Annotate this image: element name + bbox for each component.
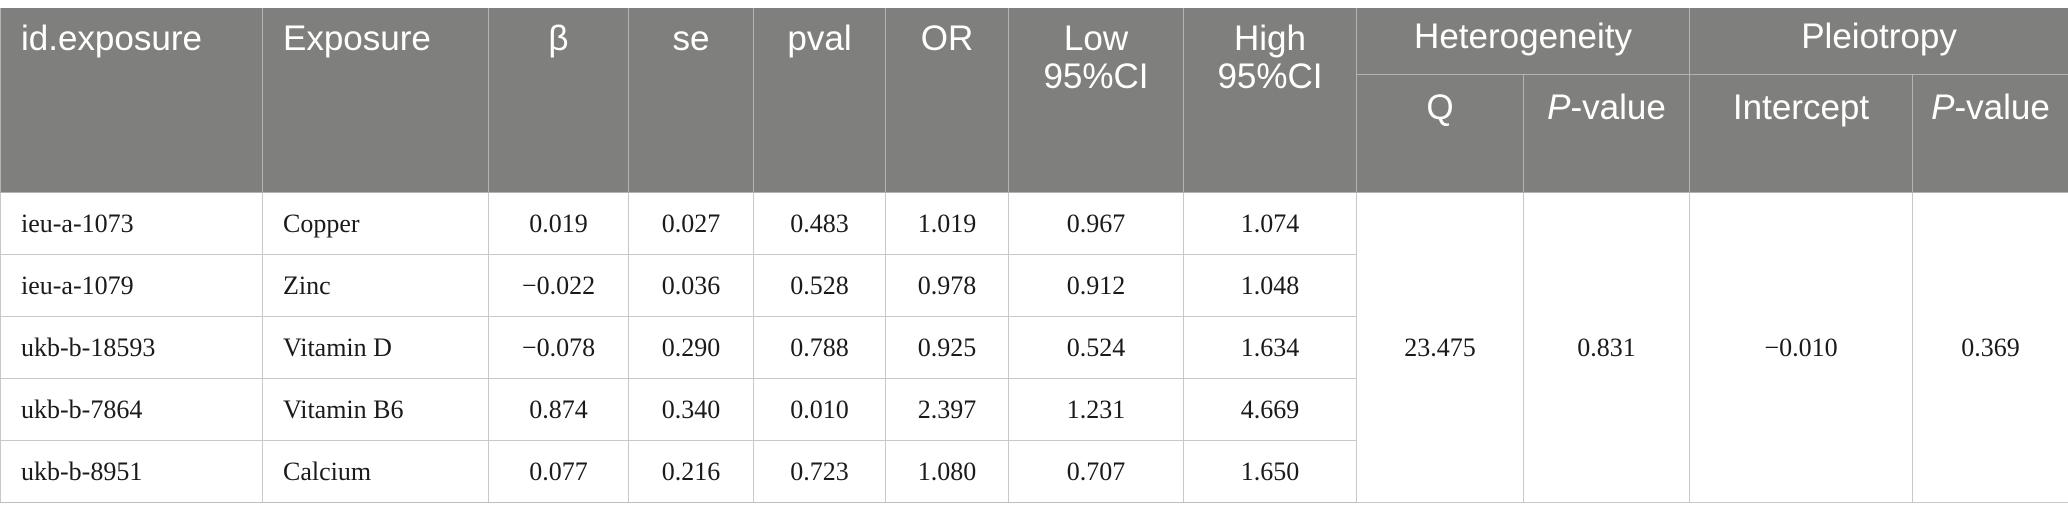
cell-or: 1.019 (885, 192, 1009, 255)
cell-pval: 0.483 (753, 192, 886, 255)
cell-beta: −0.078 (488, 316, 629, 379)
cell-beta: 0.019 (488, 192, 629, 255)
header-pleio-p-rest: -value (1954, 88, 2050, 127)
cell-id: ukb-b-7864 (0, 378, 263, 441)
mr-results-table: id.exposure Exposure β se pval OR Low 95… (0, 8, 2068, 503)
cell-high-ci: 1.048 (1183, 254, 1357, 317)
cell-pleio-intercept: −0.010 (1689, 192, 1914, 503)
header-pleio-p-italic: P (1931, 88, 1955, 127)
table-header: id.exposure Exposure β se pval OR Low 95… (0, 8, 2068, 193)
cell-id: ieu-a-1073 (0, 192, 263, 255)
cell-exposure: Calcium (262, 440, 489, 503)
header-se: se (628, 8, 754, 193)
cell-pval: 0.723 (753, 440, 886, 503)
table-row: ieu-a-1073 Copper 0.019 0.027 0.483 1.01… (0, 192, 2068, 503)
header-beta: β (488, 8, 629, 193)
header-exposure: Exposure (262, 8, 489, 193)
header-het-p-italic: P (1547, 88, 1571, 127)
cell-high-ci: 4.669 (1183, 378, 1357, 441)
header-heterogeneity: Heterogeneity (1355, 8, 1691, 75)
table-row: ukb-b-8951 Calcium 0.077 0.216 0.723 1.0… (0, 440, 2068, 503)
cell-high-ci: 1.650 (1183, 440, 1357, 503)
cell-het-p: 0.831 (1522, 192, 1691, 503)
cell-pval: 0.010 (753, 378, 886, 441)
cell-low-ci: 0.524 (1008, 316, 1184, 379)
cell-se: 0.036 (628, 254, 754, 317)
cell-exposure: Vitamin D (262, 316, 489, 379)
cell-pval: 0.528 (753, 254, 886, 317)
cell-se: 0.290 (628, 316, 754, 379)
cell-low-ci: 0.912 (1008, 254, 1184, 317)
cell-se: 0.216 (628, 440, 754, 503)
cell-id: ukb-b-8951 (0, 440, 263, 503)
header-pleiotropy: Pleiotropy (1689, 8, 2068, 75)
header-het-p-value: P-value (1522, 74, 1691, 193)
header-low-ci: Low 95%CI (1008, 8, 1184, 193)
cell-id: ieu-a-1079 (0, 254, 263, 317)
cell-se: 0.027 (628, 192, 754, 255)
cell-beta: −0.022 (488, 254, 629, 317)
cell-high-ci: 1.634 (1183, 316, 1357, 379)
header-pval: pval (753, 8, 886, 193)
header-pleio-p-value: P-value (1912, 74, 2068, 193)
table-row: ukb-b-7864 Vitamin B6 0.874 0.340 0.010 … (0, 378, 2068, 441)
cell-low-ci: 1.231 (1008, 378, 1184, 441)
cell-pleio-p: 0.369 (1912, 192, 2068, 503)
cell-or: 2.397 (885, 378, 1009, 441)
cell-or: 0.925 (885, 316, 1009, 379)
cell-high-ci: 1.074 (1183, 192, 1357, 255)
cell-het-q: 23.475 (1356, 192, 1524, 503)
header-or: OR (885, 8, 1009, 193)
cell-beta: 0.874 (488, 378, 629, 441)
cell-low-ci: 0.707 (1008, 440, 1184, 503)
cell-exposure: Zinc (262, 254, 489, 317)
header-pleio-intercept: Intercept (1689, 74, 1914, 193)
cell-exposure: Copper (262, 192, 489, 255)
cell-exposure: Vitamin B6 (262, 378, 489, 441)
header-id-exposure: id.exposure (0, 8, 263, 193)
cell-id: ukb-b-18593 (0, 316, 263, 379)
table-body: ieu-a-1073 Copper 0.019 0.027 0.483 1.01… (0, 192, 2068, 503)
header-het-q: Q (1356, 74, 1524, 193)
cell-beta: 0.077 (488, 440, 629, 503)
cell-low-ci: 0.967 (1008, 192, 1184, 255)
header-het-p-rest: -value (1570, 88, 1666, 127)
cell-pval: 0.788 (753, 316, 886, 379)
cell-or: 1.080 (885, 440, 1009, 503)
cell-se: 0.340 (628, 378, 754, 441)
table-row: ieu-a-1079 Zinc −0.022 0.036 0.528 0.978… (0, 254, 2068, 317)
cell-or: 0.978 (885, 254, 1009, 317)
header-high-ci: High 95%CI (1183, 8, 1357, 193)
